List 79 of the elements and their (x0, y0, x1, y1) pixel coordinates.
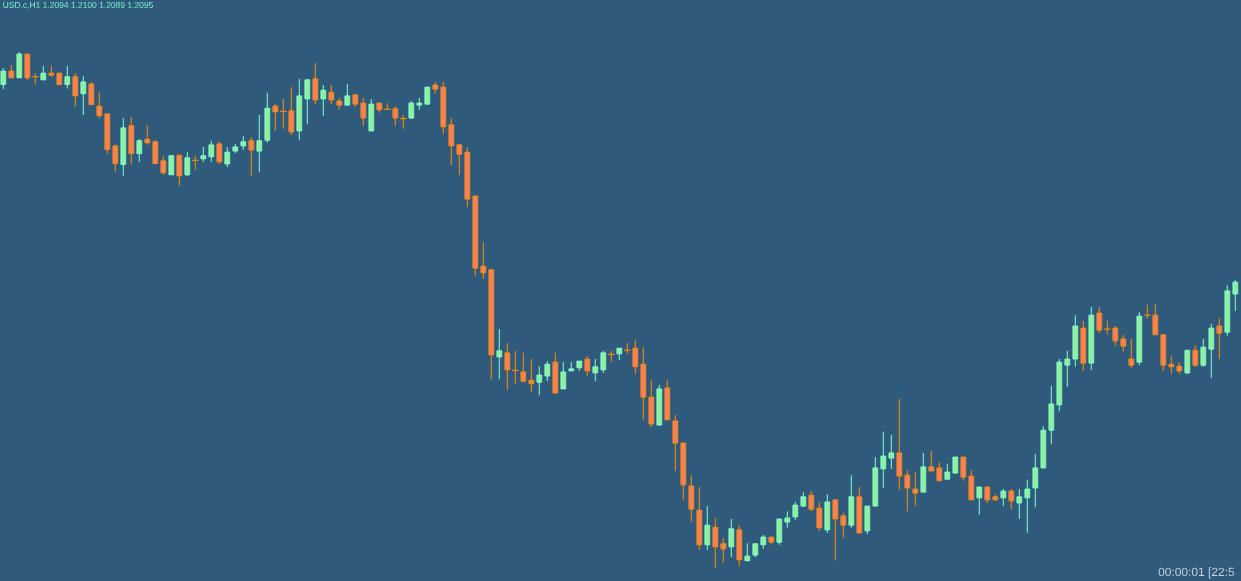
candlestick (360, 97, 367, 127)
candlestick (456, 143, 463, 176)
candlestick (136, 138, 143, 163)
candlestick (968, 469, 975, 501)
candlestick (64, 65, 71, 90)
candlestick (312, 62, 319, 105)
candlestick (672, 414, 679, 472)
candlestick (688, 474, 695, 523)
candlestick (272, 103, 279, 132)
candlestick (112, 143, 119, 173)
candlestick (976, 486, 983, 516)
candlestick (792, 501, 799, 521)
candlestick (704, 505, 711, 551)
candlestick (1064, 350, 1071, 388)
candlestick (1008, 488, 1015, 510)
candlestick (592, 358, 599, 382)
candlestick (144, 124, 151, 146)
candlestick (808, 490, 815, 512)
candlestick (480, 241, 487, 280)
candlestick (560, 361, 567, 390)
candlestick (216, 141, 223, 165)
candlestick (24, 53, 31, 81)
candlestick (328, 84, 335, 105)
candlestick (256, 114, 263, 173)
candlestick (536, 365, 543, 396)
candlestick (728, 518, 735, 558)
candlestick (888, 434, 895, 470)
candlestick (1096, 306, 1103, 334)
candlestick (248, 136, 255, 177)
candlestick (96, 91, 103, 120)
candlestick (1128, 338, 1135, 369)
candlestick (840, 512, 847, 539)
candlestick (496, 328, 503, 380)
candlestick (544, 360, 551, 382)
candlestick (720, 537, 727, 564)
candlestick (1216, 317, 1223, 360)
candlestick (1232, 279, 1239, 312)
candlestick (520, 352, 527, 383)
candlestick (176, 154, 183, 187)
candlestick (152, 139, 159, 164)
annotation: 00:00:01 [22:5 (1158, 567, 1235, 579)
candlestick (904, 469, 911, 512)
candlestick (776, 518, 783, 546)
candlestick (1024, 479, 1031, 534)
candlestick (160, 155, 167, 176)
candlestick (880, 431, 887, 489)
candlestick (88, 81, 95, 106)
candlestick (1184, 349, 1191, 375)
chart-title: USD.c,H1 1.2094 1.2100 1.2089 1.2095 (3, 1, 153, 9)
candlestick (912, 471, 919, 507)
candlestick (832, 499, 839, 562)
candlestick (208, 140, 215, 163)
candlestick (928, 450, 935, 472)
candlestick (344, 83, 351, 106)
candlestick (1032, 453, 1039, 508)
candlestick (72, 72, 79, 108)
candlestick (936, 461, 943, 482)
candlestick (448, 117, 455, 166)
candlestick (896, 398, 903, 491)
candlestick (600, 350, 607, 374)
candlestick (504, 342, 511, 391)
candlestick (304, 78, 311, 125)
candlestick (1192, 344, 1199, 368)
candlestick (1016, 488, 1023, 520)
candlestick (0, 67, 7, 90)
candlestick (184, 151, 191, 177)
candlestick (224, 146, 231, 168)
candlestick (1168, 355, 1175, 375)
candlestick (168, 154, 175, 176)
candlestick (1200, 338, 1207, 368)
candlestick (960, 456, 967, 482)
candlestick (320, 84, 327, 117)
candlestick (16, 51, 23, 79)
candlestick (80, 75, 87, 116)
candlestick (816, 501, 823, 532)
candlestick (712, 517, 719, 569)
candlestick (1208, 323, 1215, 379)
candlestick (528, 358, 535, 393)
candlestick (584, 355, 591, 377)
